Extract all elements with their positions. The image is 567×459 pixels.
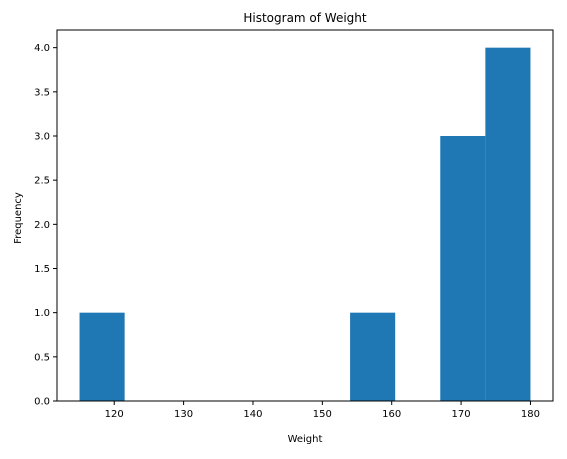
y-tick-label: 3.5 [34,87,50,98]
x-tick-label: 120 [105,409,124,420]
y-tick-label: 3.0 [34,132,50,143]
y-tick-label: 4.0 [34,43,50,54]
x-tick-label: 130 [174,409,193,420]
y-tick-label: 1.0 [34,308,50,319]
x-tick-label: 180 [521,409,540,420]
y-tick-label: 2.5 [34,176,50,187]
x-tick-label: 160 [382,409,401,420]
bars-layer [79,47,531,402]
y-axis-label: Frequency [13,192,24,244]
plot-frame [56,29,554,402]
x-tick-label: 150 [313,409,332,420]
y-tick-label: 2.0 [34,220,50,231]
x-tick-label: 140 [243,409,262,420]
ticks-layer: 120 130 140 150 160 170 180 0.0 0.5 1.0 1.5 2.0 2.5 3… [34,43,540,420]
histogram-bar [79,312,125,401]
chart-title: Histogram of Weight [243,11,367,25]
histogram-bar [350,312,396,401]
x-axis-label: Weight [288,434,323,445]
histogram-bar [485,47,531,402]
y-tick-label: 0.0 [34,397,50,408]
histogram-bar [440,136,486,401]
x-tick-label: 170 [452,409,471,420]
y-tick-label: 0.5 [34,352,50,363]
y-tick-label: 1.5 [34,264,50,275]
